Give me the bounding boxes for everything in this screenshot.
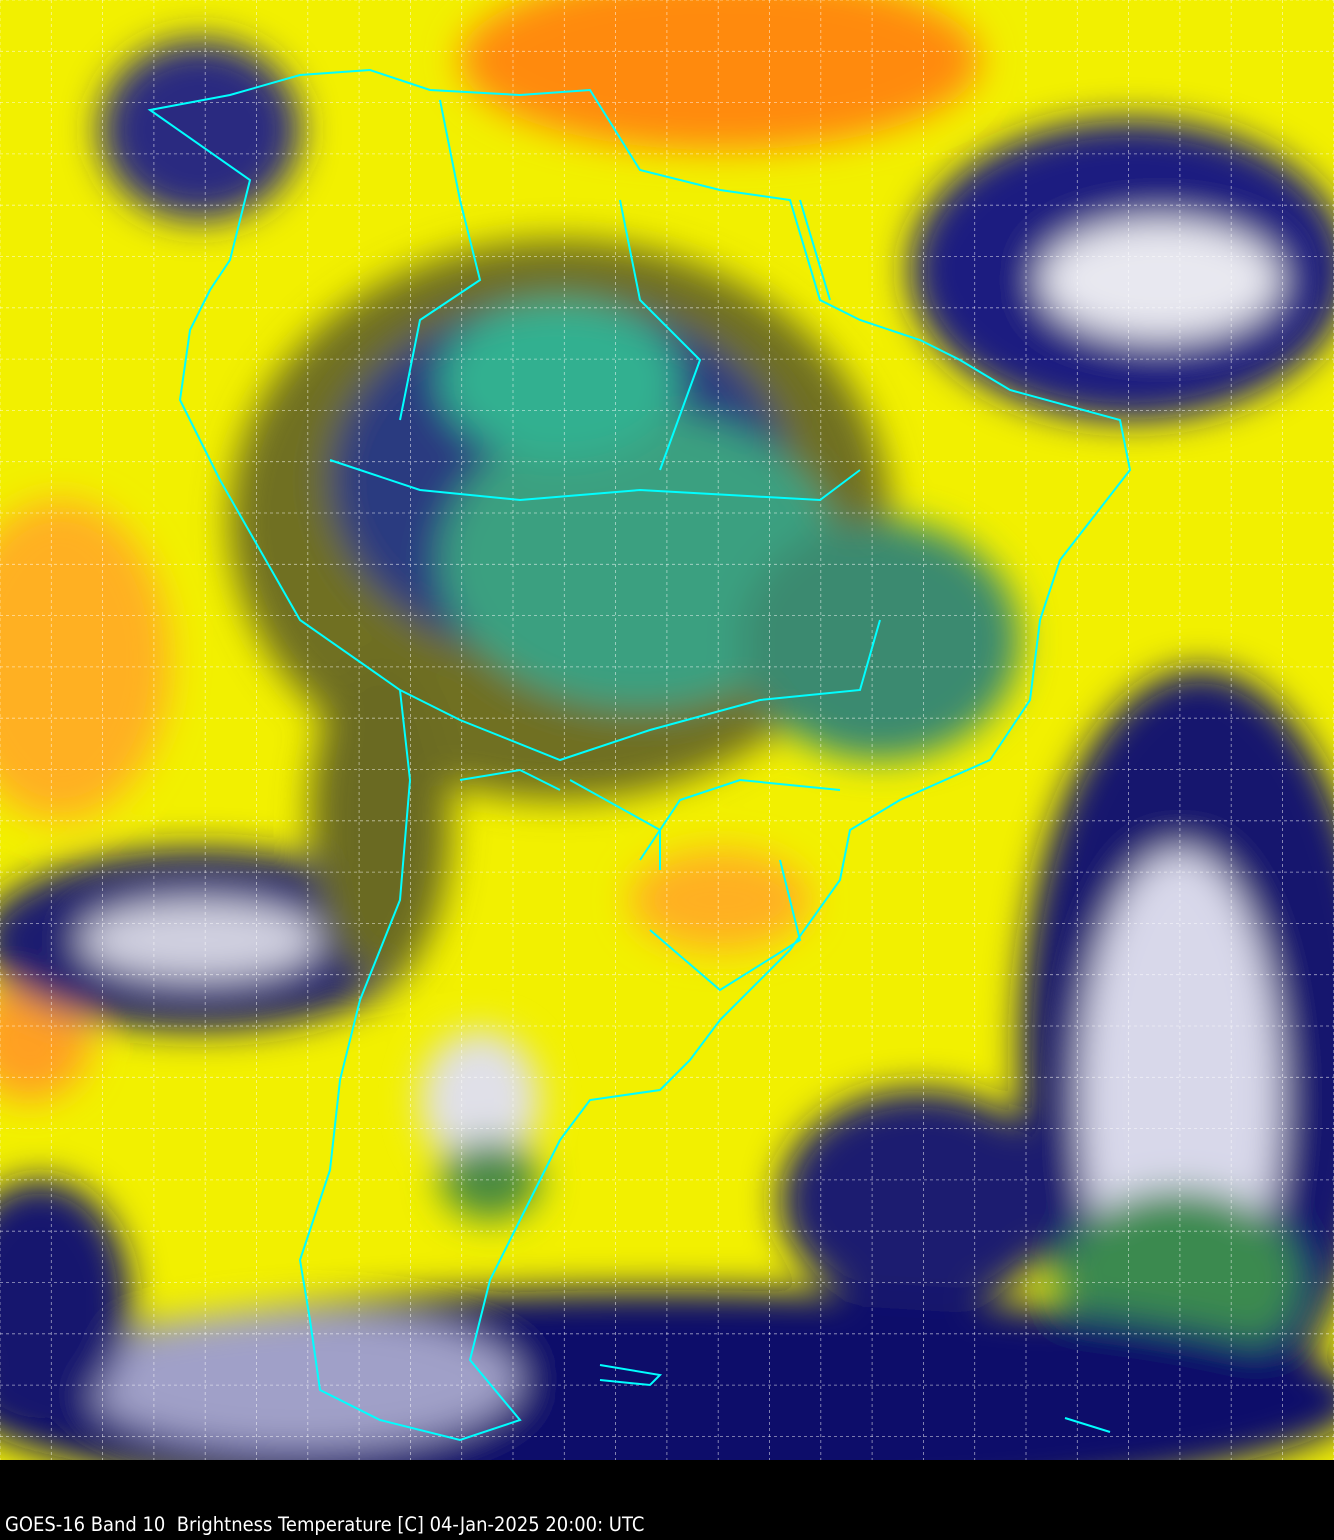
grid-lines	[0, 0, 1334, 1460]
image-caption: GOES-16 Band 10 Brightness Temperature […	[5, 1513, 645, 1536]
satellite-image	[0, 0, 1334, 1460]
country-borders	[147, 68, 1132, 1442]
